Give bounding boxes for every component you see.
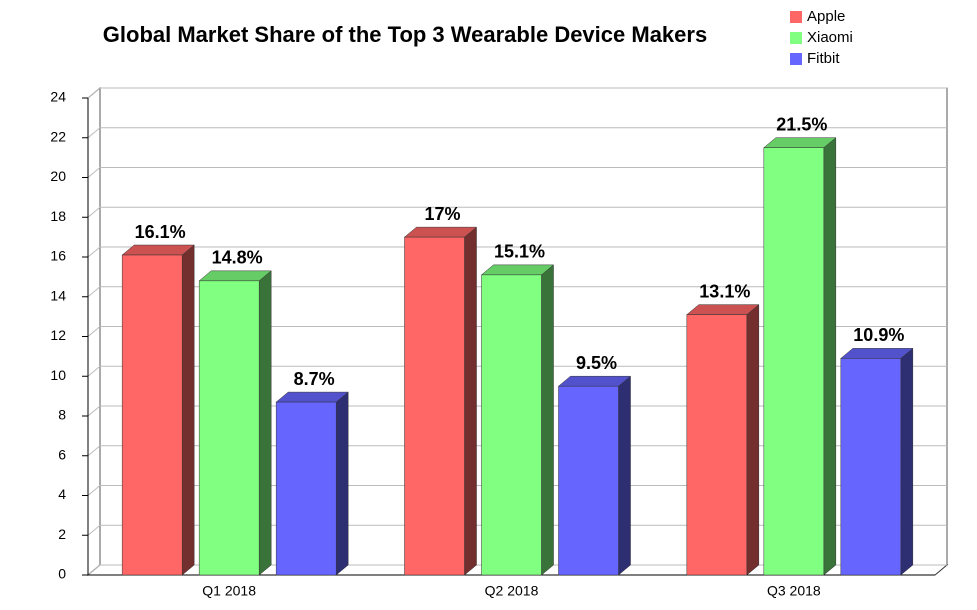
- grid-line-side: [87, 167, 101, 178]
- grid-line-side: [87, 445, 101, 457]
- bar-side: [258, 270, 272, 576]
- bar: [763, 137, 837, 576]
- value-label: 8.7%: [294, 369, 335, 389]
- y-tick-label: 20: [50, 168, 66, 184]
- y-tick-label: 8: [58, 407, 66, 423]
- bar-front: [481, 274, 542, 576]
- bar-front: [198, 280, 260, 576]
- bar-side: [541, 264, 554, 576]
- legend-swatch: [790, 53, 802, 65]
- bar: [686, 304, 760, 576]
- bar: [121, 244, 195, 576]
- legend-swatch: [790, 32, 802, 44]
- bar-top: [840, 348, 914, 359]
- bar-top: [557, 375, 632, 387]
- value-label: 10.9%: [853, 325, 904, 345]
- bar: [403, 226, 478, 576]
- bar-front: [275, 401, 337, 576]
- bar-top: [198, 270, 272, 282]
- y-tick-label: 14: [50, 287, 66, 303]
- bar-side: [335, 391, 349, 576]
- x-tick-label: Q2 2018: [485, 583, 539, 599]
- x-tick-label: Q3 2018: [767, 583, 821, 599]
- bar: [480, 264, 555, 576]
- grid-line-side: [87, 87, 101, 99]
- y-tick-label: 0: [58, 566, 66, 582]
- y-tick-label: 6: [58, 446, 66, 462]
- legend-label: Xiaomi: [807, 29, 853, 46]
- bar-front: [840, 358, 902, 576]
- x-tick-label: Q1 2018: [202, 583, 256, 599]
- bar-front: [558, 385, 619, 576]
- value-label: 16.1%: [135, 222, 186, 242]
- bar-side: [823, 137, 837, 576]
- grid-line-side: [87, 326, 101, 337]
- y-tick-label: 18: [50, 208, 66, 224]
- bar-front: [121, 254, 183, 576]
- bar: [275, 391, 349, 576]
- bar-front: [763, 147, 825, 576]
- y-tick-label: 12: [50, 327, 66, 343]
- bar-top: [275, 391, 349, 403]
- bar-side: [746, 304, 760, 576]
- legend-swatch: [790, 11, 802, 23]
- y-tick-label: 24: [50, 89, 66, 105]
- grid-line-side: [87, 365, 101, 377]
- bar-top: [686, 304, 760, 315]
- grid-line-side: [87, 524, 101, 536]
- y-tick-label: 22: [50, 128, 66, 144]
- y-tick-label: 10: [50, 367, 66, 383]
- bar: [840, 347, 914, 576]
- bar: [557, 375, 632, 576]
- bar-top: [763, 137, 837, 148]
- bar-top: [121, 244, 195, 256]
- bar: [198, 270, 272, 576]
- value-label: 14.8%: [212, 248, 263, 268]
- bar-top: [403, 226, 478, 238]
- bar-side: [181, 244, 195, 576]
- grid-line-side: [87, 246, 101, 258]
- grid-line-side: [87, 485, 101, 496]
- y-tick-label: 2: [58, 526, 66, 542]
- grid-line-side: [87, 286, 101, 298]
- value-label: 15.1%: [494, 242, 545, 262]
- grid-line-side: [87, 564, 101, 576]
- value-label: 17%: [424, 204, 460, 224]
- grid-line-side: [87, 127, 101, 139]
- bar-side: [464, 226, 477, 576]
- chart-title: Global Market Share of the Top 3 Wearabl…: [103, 22, 707, 47]
- bar-front: [404, 236, 465, 576]
- bar-side: [900, 347, 914, 576]
- value-label: 9.5%: [576, 353, 617, 373]
- bar-front: [686, 314, 748, 576]
- grid-line-side: [87, 206, 101, 218]
- bar-side: [618, 375, 631, 576]
- bar-top: [480, 264, 555, 276]
- grid-line-side: [87, 405, 101, 417]
- value-label: 13.1%: [699, 281, 750, 301]
- y-tick-label: 16: [50, 248, 66, 264]
- legend-label: Apple: [807, 8, 845, 25]
- value-label: 21.5%: [776, 114, 827, 134]
- y-tick-label: 4: [58, 486, 66, 502]
- legend-label: Fitbit: [807, 50, 840, 67]
